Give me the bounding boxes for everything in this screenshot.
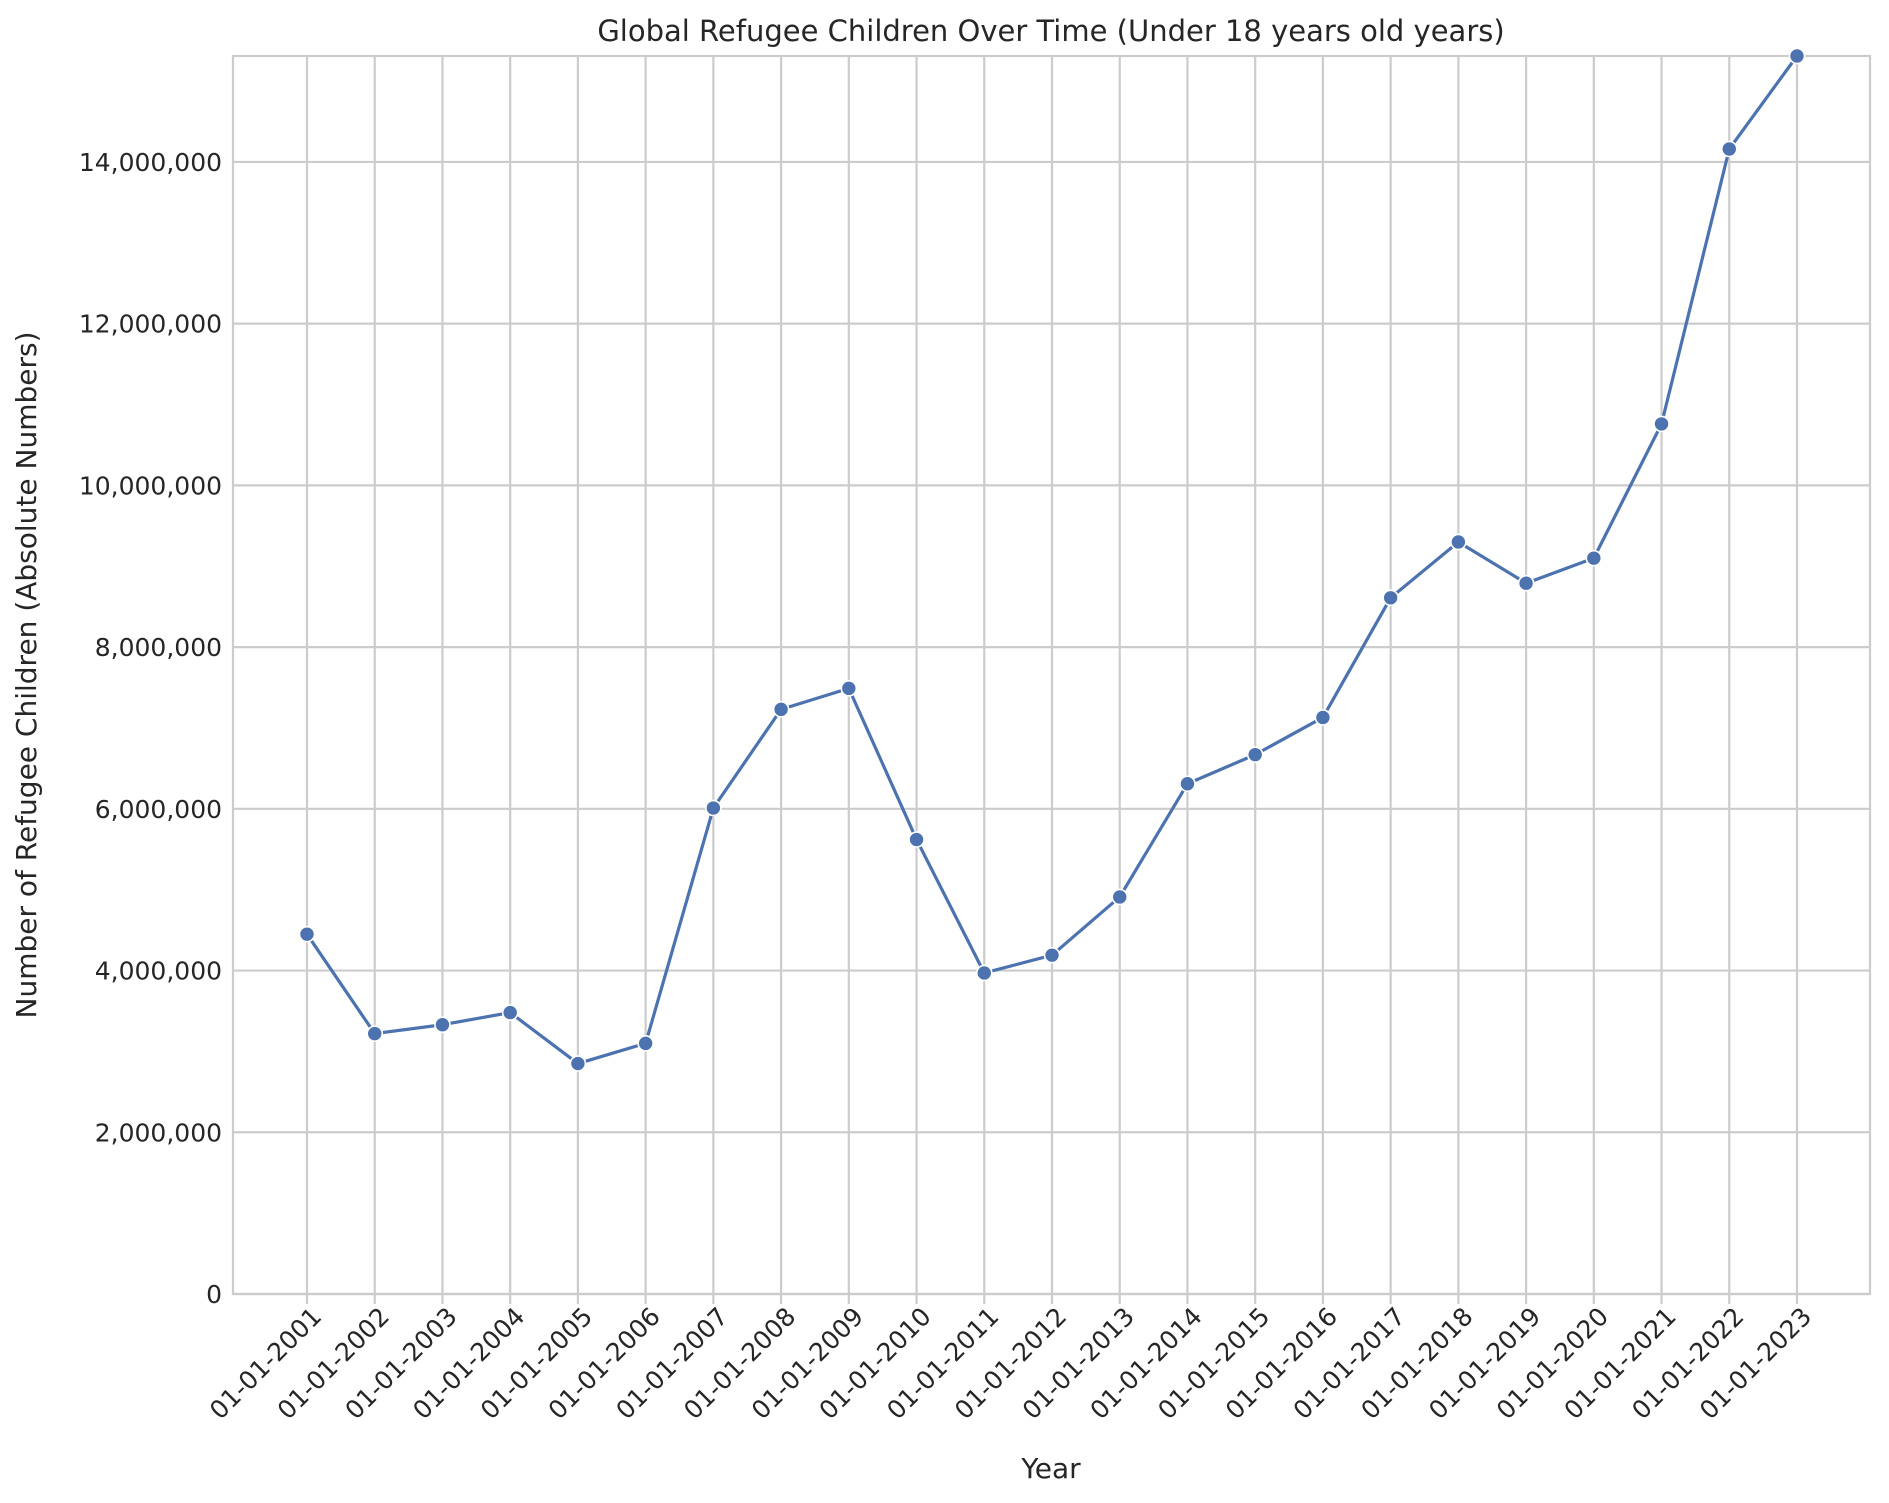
data-point (637, 1035, 654, 1052)
data-point (1043, 946, 1061, 964)
y-tick-label: 14,000,000 (79, 148, 222, 177)
data-point (1585, 549, 1603, 567)
y-tick-label: 12,000,000 (79, 310, 222, 339)
data-point (705, 799, 722, 817)
data-point (1720, 140, 1738, 158)
data-point (1653, 415, 1670, 433)
y-tick-label: 4,000,000 (95, 957, 222, 986)
y-tick-label: 8,000,000 (95, 633, 222, 662)
data-point (366, 1025, 384, 1042)
y-tick-label: 6,000,000 (95, 795, 222, 824)
data-point (1517, 574, 1535, 592)
data-point (840, 680, 858, 697)
x-axis-title: Year (1020, 1452, 1081, 1485)
data-point (1179, 775, 1196, 793)
data-point (1788, 47, 1806, 65)
data-point (1246, 746, 1264, 763)
series-layer (298, 47, 1806, 1072)
y-tick-label: 0 (206, 1280, 222, 1309)
data-point (908, 831, 925, 848)
grid-lines (233, 56, 1870, 1296)
y-axis-title: Number of Refugee Children (Absolute Num… (10, 331, 43, 1018)
y-tick-label: 10,000,000 (79, 471, 222, 500)
data-point (434, 1016, 451, 1034)
data-point (772, 701, 790, 718)
data-point (1314, 709, 1332, 726)
data-point (501, 1004, 519, 1021)
chart-title: Global Refugee Children Over Time (Under… (597, 14, 1504, 48)
data-point (569, 1055, 587, 1072)
data-point (1382, 589, 1399, 607)
x-axis-ticks: 01-01-200101-01-200201-01-200301-01-2004… (204, 1294, 1817, 1425)
y-tick-label: 2,000,000 (95, 1118, 222, 1147)
data-point (298, 925, 316, 943)
y-axis-ticks: 0 2,000,000 4,000,000 6,000,000 8,000,000 10,… (79, 148, 222, 1309)
data-point (975, 964, 993, 982)
data-point (1450, 533, 1467, 551)
data-point (1111, 888, 1129, 906)
